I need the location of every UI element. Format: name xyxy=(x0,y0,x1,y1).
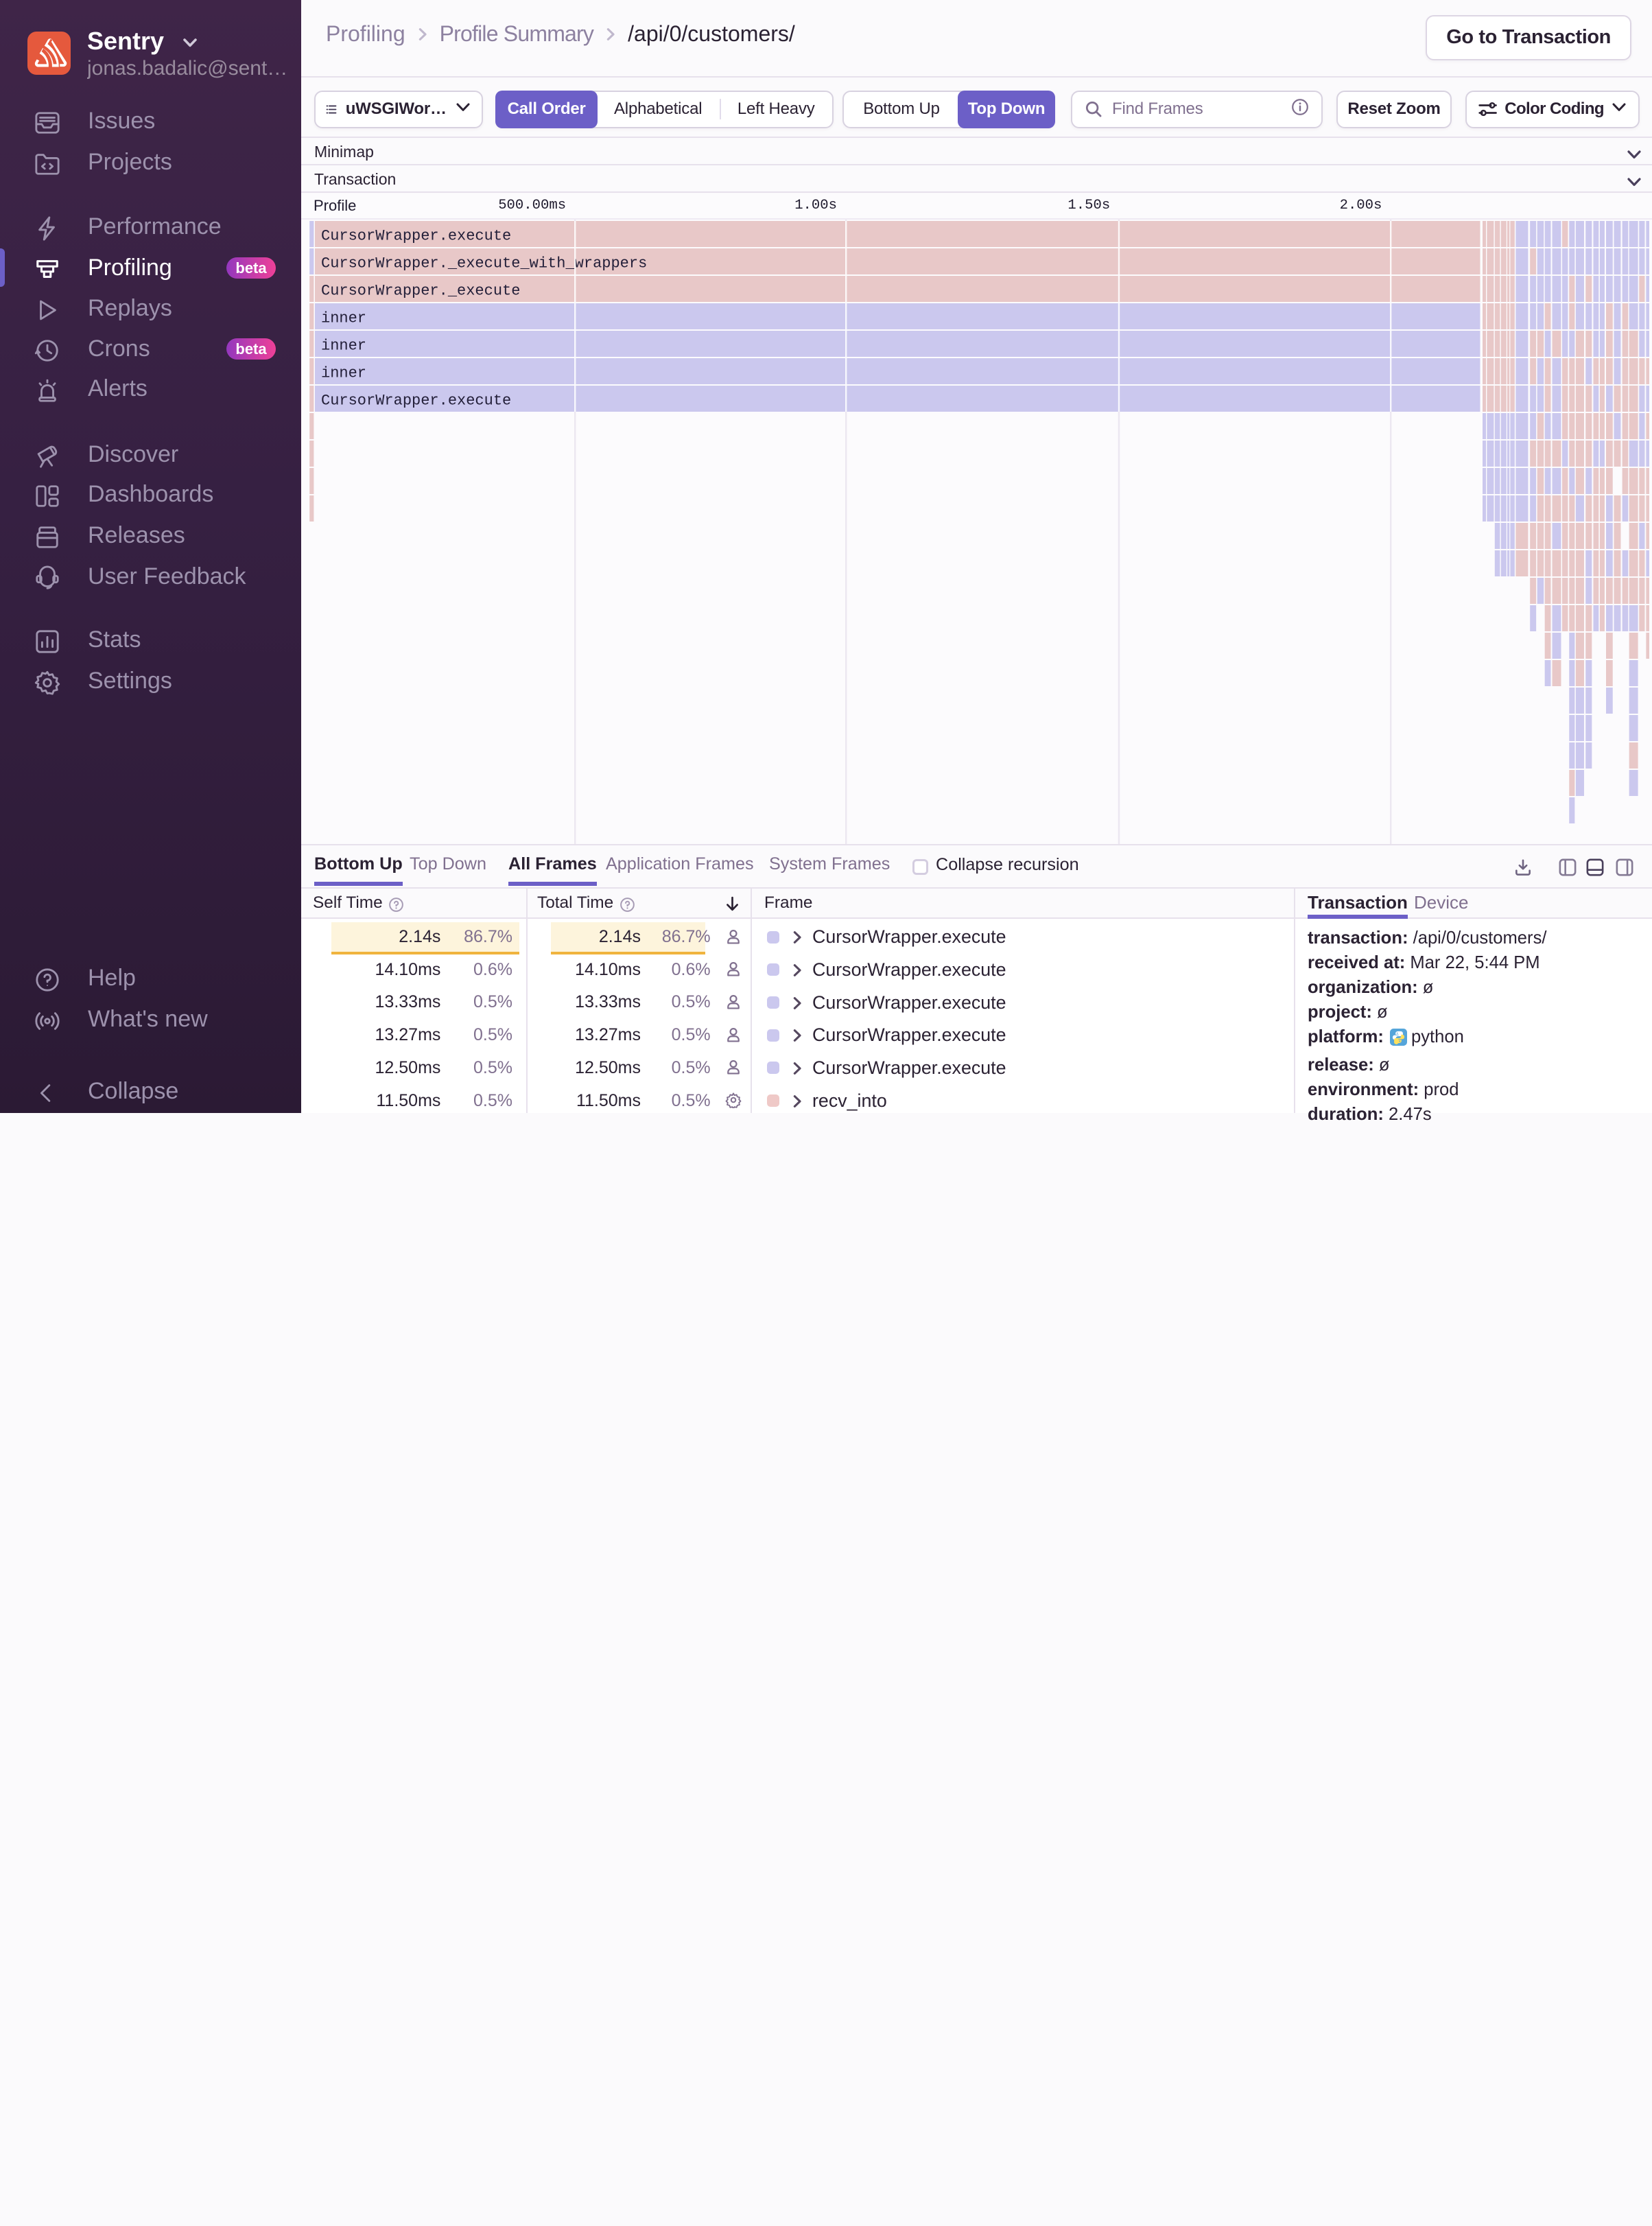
svg-text:CursorWrapper._execute: CursorWrapper._execute xyxy=(321,283,520,300)
svg-text:CursorWrapper._execute_with_wr: CursorWrapper._execute_with_wrappers xyxy=(321,255,647,272)
svg-text:inner: inner xyxy=(321,365,366,382)
svg-text:CursorWrapper.execute: CursorWrapper.execute xyxy=(321,228,511,245)
svg-text:CursorWrapper.execute: CursorWrapper.execute xyxy=(321,393,511,410)
svg-text:inner: inner xyxy=(321,310,366,327)
svg-text:inner: inner xyxy=(321,338,366,355)
